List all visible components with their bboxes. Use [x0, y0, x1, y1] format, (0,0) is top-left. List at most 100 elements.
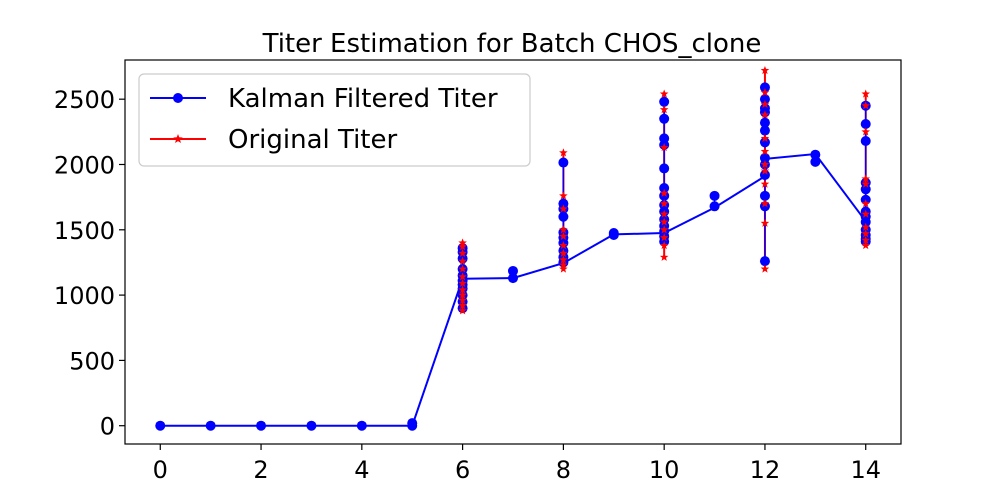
original-titer-point — [659, 225, 669, 234]
original-titer-point — [559, 264, 568, 273]
kalman-titer-point — [759, 256, 770, 267]
original-titer-point — [861, 240, 871, 250]
kalman-titer-point — [558, 198, 569, 209]
original-titer-point — [458, 301, 467, 310]
kalman-titer-point — [759, 190, 770, 201]
kalman-titer-point — [759, 125, 770, 136]
plot-frame — [124, 59, 902, 445]
kalman-titer-point — [256, 420, 267, 431]
legend: Kalman Filtered Titer Original Titer — [138, 73, 531, 167]
original-titer-point — [760, 88, 770, 97]
original-titer-point — [659, 240, 669, 250]
x-tick-label: 0 — [153, 456, 168, 484]
kalman-titer-point — [860, 119, 871, 129]
original-titer-point — [760, 199, 770, 208]
legend-label-kalman: Kalman Filtered Titer — [228, 84, 498, 114]
original-titer-point — [458, 285, 467, 294]
y-tick-label: 2500 — [54, 86, 115, 114]
x-tick-label: 10 — [649, 456, 680, 484]
original-titer-point — [659, 143, 669, 152]
original-titer-point — [559, 191, 568, 200]
original-titer-point — [861, 179, 871, 188]
y-tick-label: 0 — [100, 413, 115, 441]
chart-title: Titer Estimation for Batch CHOS_clone — [262, 29, 762, 59]
original-titer-point — [760, 179, 770, 188]
kalman-titer-point — [558, 211, 569, 222]
original-titer-point — [861, 222, 871, 231]
original-titer-point — [760, 133, 770, 143]
original-titer-point — [760, 65, 770, 75]
original-titer-point — [659, 199, 669, 208]
kalman-titer-point — [759, 82, 770, 93]
plot-area — [155, 65, 871, 431]
x-tick-label: 6 — [455, 456, 470, 484]
original-titer-point — [861, 235, 871, 244]
original-titer-point — [760, 159, 770, 169]
original-titer-point — [861, 209, 871, 218]
x-tick-label: 4 — [354, 456, 369, 484]
kalman-titer-point — [759, 117, 770, 128]
y-tick-label: 1500 — [54, 217, 115, 245]
legend-marker-original — [173, 134, 183, 144]
original-titer-point — [458, 242, 467, 251]
original-titer-point — [458, 290, 467, 299]
kalman-titer-point — [709, 201, 720, 212]
kalman-titer-point — [356, 420, 367, 431]
original-titer-point — [559, 204, 568, 213]
kalman-titer-point — [155, 420, 166, 431]
original-titer-point — [559, 225, 568, 234]
kalman-titer-point — [659, 113, 670, 124]
original-titer-point — [861, 199, 871, 208]
original-titer-point — [861, 174, 871, 183]
original-titer-point — [659, 217, 669, 226]
x-axis: 0 2 4 6 8 10 12 14 — [153, 444, 881, 484]
original-titer-point — [760, 166, 770, 175]
original-titer-point — [559, 248, 568, 257]
kalman-titer-point — [759, 152, 770, 163]
kalman-titer-point — [659, 190, 670, 201]
original-titer-point — [559, 260, 568, 269]
y-tick-label: 500 — [69, 347, 115, 375]
original-titer-point — [760, 218, 770, 227]
original-titer-point — [760, 110, 770, 119]
kalman-titer-point — [759, 103, 770, 114]
original-titer-point — [861, 101, 871, 110]
kalman-titer-point — [759, 94, 770, 105]
original-titer-point — [659, 188, 669, 197]
x-tick-label: 12 — [750, 456, 781, 484]
original-titer-point — [559, 231, 568, 240]
x-tick-label: 8 — [556, 456, 571, 484]
y-axis: 0 500 1000 1500 2000 2500 — [54, 86, 125, 441]
kalman-titer-point — [759, 201, 770, 212]
original-titer-point — [760, 146, 770, 156]
original-titer-point — [659, 209, 669, 218]
original-titer-point — [458, 238, 467, 247]
original-titer-point — [458, 278, 467, 287]
kalman-titer-point — [860, 135, 871, 146]
original-titer-point — [861, 89, 871, 98]
kalman-titer-point — [508, 265, 518, 276]
kalman-titer-point — [759, 169, 770, 180]
original-titer-point — [458, 272, 467, 281]
kalman-titer-point — [659, 183, 670, 193]
kalman-titer-point — [558, 157, 569, 168]
x-tick-label: 14 — [850, 456, 881, 484]
original-titer-point — [559, 255, 568, 264]
original-titer-point — [861, 229, 871, 238]
original-titer-point — [458, 306, 467, 315]
kalman-titer-point — [306, 420, 317, 431]
original-titer-point — [861, 127, 871, 136]
original-titer-point — [458, 264, 467, 273]
kalman-titer-point — [810, 156, 821, 167]
kalman-titer-point — [709, 190, 720, 201]
y-tick-label: 1000 — [54, 282, 115, 310]
legend-label-original: Original Titer — [228, 125, 398, 155]
original-titer-point — [760, 99, 770, 109]
legend-marker-kalman — [173, 93, 183, 103]
original-titer-point — [559, 148, 568, 157]
kalman-titer-point — [659, 96, 670, 107]
y-tick-label: 2000 — [54, 151, 115, 179]
original-titer-point — [659, 105, 669, 114]
kalman-titer-point — [205, 420, 216, 431]
